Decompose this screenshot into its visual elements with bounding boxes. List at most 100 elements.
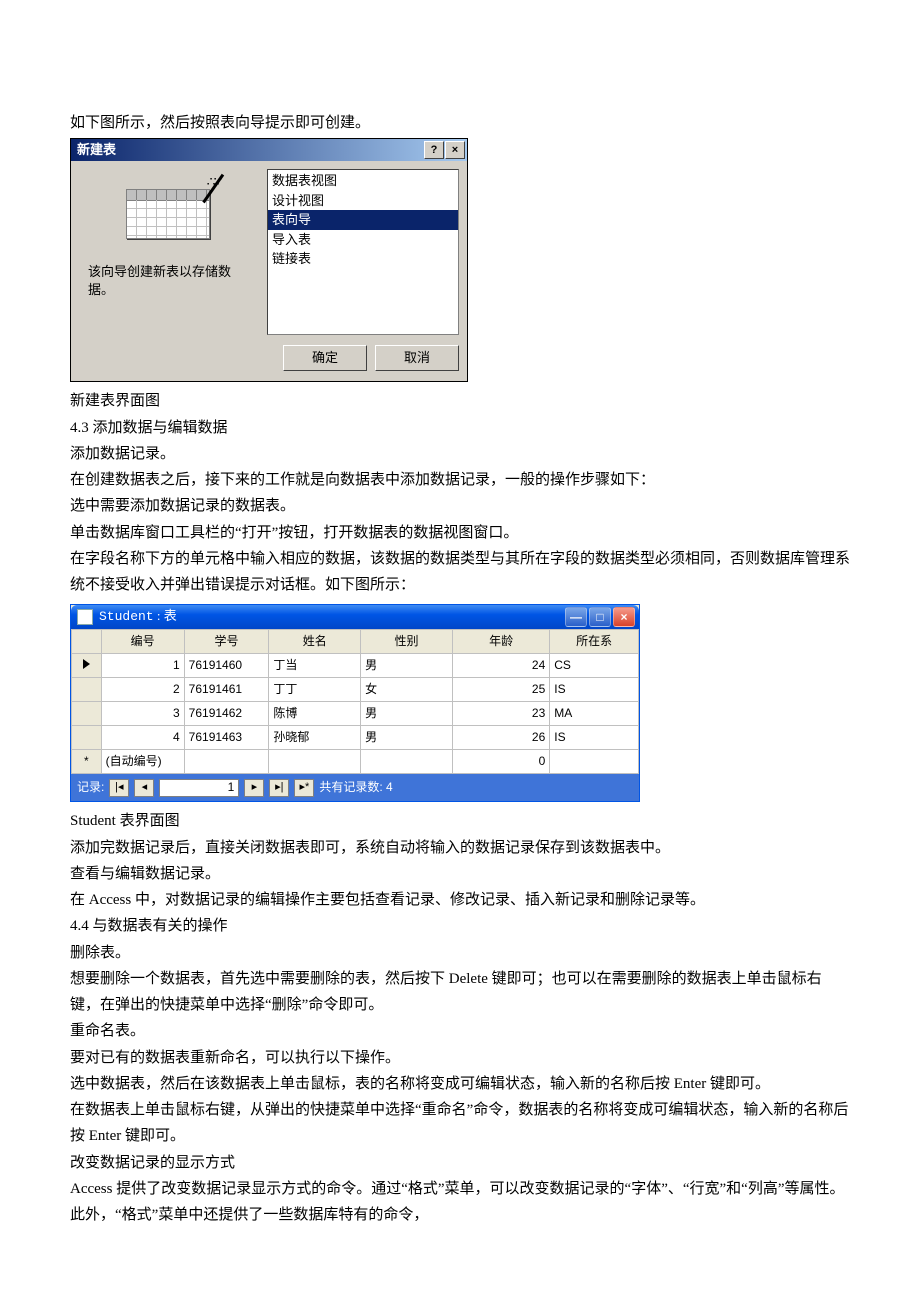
table-row[interactable]: 276191461丁丁女25IS [72,678,639,702]
record-navigator: 记录: |◂ ◂ 1 ▸ ▸| ▸* 共有记录数: 4 [71,774,639,801]
nav-first-button[interactable]: |◂ [109,779,129,797]
list-item[interactable]: 设计视图 [268,191,458,211]
dialog-titlebar: 新建表 ? × [71,139,467,161]
row-selector[interactable] [72,702,102,726]
cell[interactable] [184,750,269,774]
cell[interactable]: 丁丁 [269,678,361,702]
row-selector[interactable] [72,726,102,750]
table-row[interactable]: 376191462陈博男23MA [72,702,639,726]
list-item[interactable]: 导入表 [268,230,458,250]
row-selector[interactable] [72,678,102,702]
paragraph: 删除表。 [70,940,850,966]
dialog-description: 该向导创建新表以存储数据。 [82,263,254,299]
list-item[interactable]: 链接表 [268,249,458,269]
column-header[interactable]: 所在系 [550,630,639,654]
paragraph: 改变数据记录的显示方式 [70,1150,850,1176]
cell[interactable]: 陈博 [269,702,361,726]
cell[interactable]: 孙晓郁 [269,726,361,750]
cell[interactable]: 25 [452,678,549,702]
table-icon [77,609,93,625]
paragraph: 在 Access 中，对数据记录的编辑操作主要包括查看记录、修改记录、插入新记录… [70,887,850,913]
row-selector-new[interactable]: * [72,750,102,774]
cell[interactable]: 26 [452,726,549,750]
list-item[interactable]: 表向导 [268,210,458,230]
table-new-row[interactable]: *(自动编号) 0 [72,750,639,774]
cell[interactable]: 24 [452,654,549,678]
figure-caption: 新建表界面图 [70,388,850,414]
cell[interactable]: 76191462 [184,702,269,726]
cell[interactable]: (自动编号) [101,750,184,774]
column-header[interactable]: 性别 [361,630,453,654]
cell[interactable]: CS [550,654,639,678]
cell[interactable]: 23 [452,702,549,726]
cell[interactable]: IS [550,726,639,750]
table-type-listbox[interactable]: 数据表视图设计视图表向导导入表链接表 [267,169,459,335]
paragraph: 选中数据表，然后在该数据表上单击鼠标，表的名称将变成可编辑状态，输入新的名称后按… [70,1071,850,1097]
nav-last-button[interactable]: ▸| [269,779,289,797]
paragraph: 要对已有的数据表重新命名，可以执行以下操作。 [70,1045,850,1071]
student-table-window: Student : 表 — □ × 编号 学号 姓名 性别 年龄 所在系 [70,604,640,802]
section-heading: 4.4 与数据表有关的操作 [70,913,850,939]
paragraph: 添加数据记录。 [70,441,850,467]
paragraph: 选中需要添加数据记录的数据表。 [70,493,850,519]
cell[interactable] [550,750,639,774]
nav-total-label: 共有记录数: 4 [319,777,392,798]
paragraph: 在创建数据表之后，接下来的工作就是向数据表中添加数据记录，一般的操作步骤如下： [70,467,850,493]
cell[interactable]: IS [550,678,639,702]
wizard-illustration: ∴∵ [86,169,251,253]
ok-button[interactable]: 确定 [283,345,367,371]
maximize-button[interactable]: □ [589,607,611,627]
paragraph: 如下图所示，然后按照表向导提示即可创建。 [70,110,850,136]
paragraph: 在数据表上单击鼠标右键，从弹出的快捷菜单中选择“重命名”命令，数据表的名称将变成… [70,1097,850,1150]
table-row[interactable]: 176191460丁当男24CS [72,654,639,678]
cell[interactable]: 76191460 [184,654,269,678]
minimize-button[interactable]: — [565,607,587,627]
row-selector[interactable] [72,654,102,678]
paragraph: Access 提供了改变数据记录显示方式的命令。通过“格式”菜单，可以改变数据记… [70,1176,850,1229]
cell[interactable]: 男 [361,654,453,678]
cell[interactable]: 76191463 [184,726,269,750]
cell[interactable]: 丁当 [269,654,361,678]
nav-label: 记录: [77,777,104,798]
column-header[interactable]: 编号 [101,630,184,654]
cell[interactable]: 女 [361,678,453,702]
column-header[interactable]: 姓名 [269,630,361,654]
table-row[interactable]: 476191463孙晓郁男26IS [72,726,639,750]
cell[interactable] [269,750,361,774]
paragraph: 添加完数据记录后，直接关闭数据表即可，系统自动将输入的数据记录保存到该数据表中。 [70,835,850,861]
close-button[interactable]: × [613,607,635,627]
paragraph: 查看与编辑数据记录。 [70,861,850,887]
cell[interactable]: 男 [361,702,453,726]
cell[interactable] [361,750,453,774]
cell[interactable]: 3 [101,702,184,726]
nav-prev-button[interactable]: ◂ [134,779,154,797]
new-table-dialog: 新建表 ? × ∴∵ 该向导创建新表以存储数据。 数据表视图设计视图表向导导入表… [70,138,468,382]
nav-new-button[interactable]: ▸* [294,779,314,797]
cell[interactable]: MA [550,702,639,726]
paragraph: 在字段名称下方的单元格中输入相应的数据，该数据的数据类型与其所在字段的数据类型必… [70,546,850,599]
cell[interactable]: 2 [101,678,184,702]
data-grid[interactable]: 编号 学号 姓名 性别 年龄 所在系 176191460丁当男24CS27619… [71,629,639,774]
column-header[interactable]: 学号 [184,630,269,654]
nav-current-record[interactable]: 1 [159,779,239,797]
column-header[interactable]: 年龄 [452,630,549,654]
section-heading: 4.3 添加数据与编辑数据 [70,415,850,441]
window-title: Student : 表 [99,605,177,629]
close-button[interactable]: × [445,141,465,159]
cancel-button[interactable]: 取消 [375,345,459,371]
paragraph: 单击数据库窗口工具栏的“打开”按钮，打开数据表的数据视图窗口。 [70,520,850,546]
cell[interactable]: 0 [452,750,549,774]
nav-next-button[interactable]: ▸ [244,779,264,797]
dialog-title: 新建表 [77,139,116,162]
help-button[interactable]: ? [424,141,444,159]
paragraph: 重命名表。 [70,1018,850,1044]
cell[interactable]: 1 [101,654,184,678]
cell[interactable]: 4 [101,726,184,750]
cell[interactable]: 76191461 [184,678,269,702]
list-item[interactable]: 数据表视图 [268,171,458,191]
paragraph: 想要删除一个数据表，首先选中需要删除的表，然后按下 Delete 键即可；也可以… [70,966,850,1019]
figure-caption: Student 表界面图 [70,808,850,834]
window-titlebar: Student : 表 — □ × [71,605,639,629]
cell[interactable]: 男 [361,726,453,750]
row-selector-header [72,630,102,654]
